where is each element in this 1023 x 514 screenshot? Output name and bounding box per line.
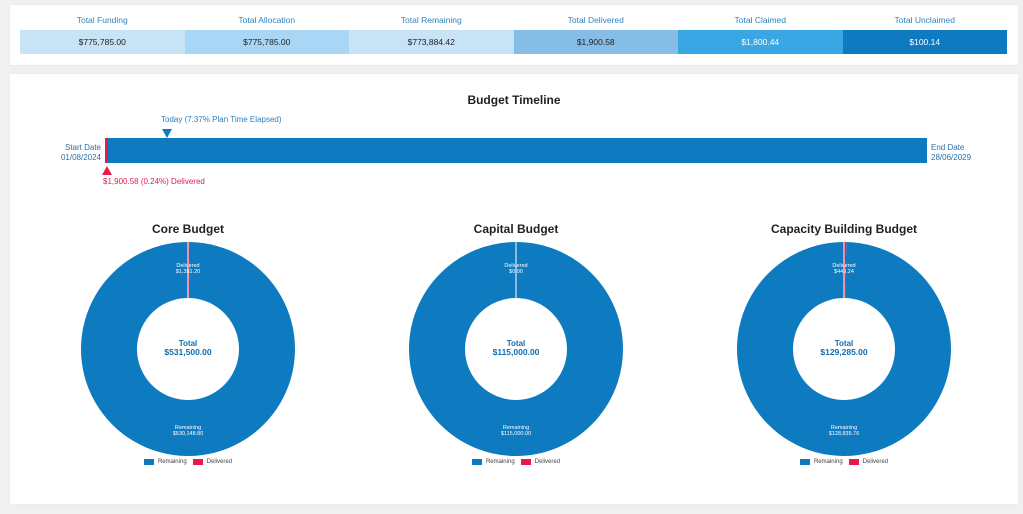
donut-panel: Core Budget Delivered $1,351.20 Remaining $5… [68, 219, 308, 479]
legend-item[interactable]: Delivered [520, 459, 561, 465]
legend-item[interactable]: Remaining [471, 459, 515, 465]
end-date-label: End Date [931, 143, 965, 152]
donut-value-remaining: $128,835.76 [829, 431, 860, 437]
today-marker-icon [162, 129, 172, 138]
legend-swatch [799, 459, 810, 465]
summary-value: $1,800.44 [678, 30, 843, 54]
donut-chart: Delivered$449.24 Remaining$128,835.76 Tota… [737, 242, 951, 456]
donut-total-label: Total [835, 339, 854, 348]
budget-card: Budget Timeline Today (7.37% Plan Time E… [10, 74, 1018, 504]
legend-swatch [848, 459, 859, 465]
start-date-value: 01/08/2024 [60, 153, 101, 162]
donut-total-value: $115,000.00 [493, 347, 540, 357]
summary-value: $775,785.00 [20, 30, 185, 54]
legend-item[interactable]: Delivered [848, 459, 889, 465]
summary-label: Total Funding [76, 15, 128, 25]
legend-swatch [520, 459, 531, 465]
donut-value-delivered: $0.00 [509, 269, 523, 275]
legend-item[interactable]: Remaining [799, 459, 843, 465]
donut-slice-remaining [81, 242, 295, 456]
summary-cell: Total Claimed $1,800.44 [678, 5, 843, 65]
donut-title: Core Budget [152, 222, 224, 236]
donut-value-remaining: $530,148.80 [173, 431, 204, 437]
legend-swatch [471, 459, 482, 465]
donut-label-delivered: Delivered [176, 263, 199, 269]
donut-total-value: $129,285.00 [820, 347, 868, 357]
donut-title: Capacity Building Budget [770, 222, 917, 236]
end-date-value: 28/06/2029 [931, 153, 972, 162]
summary-label: Total Delivered [567, 15, 624, 25]
legend-label: Delivered [862, 459, 889, 465]
timeline-title: Budget Timeline [467, 93, 561, 107]
donut-panel: Capacity Building Budget Delivered $449.24… [724, 219, 964, 479]
delivered-marker-icon [102, 166, 112, 175]
timeline-end: End Date 28/06/2029 [931, 143, 971, 163]
summary-cell: Total Remaining $773,884.42 [349, 5, 514, 65]
summary-value: $773,884.42 [349, 30, 514, 54]
donut-chart: Delivered$1,351.20 Remaining$530,148.80 To… [81, 242, 295, 456]
donut-legend[interactable]: Remaining Delivered [396, 459, 636, 467]
timeline-delivered-segment [105, 138, 108, 163]
today-label: Today (7.37% Plan Time Elapsed) [161, 115, 282, 124]
summary-cell: Total Funding $775,785.00 [20, 5, 185, 65]
donut-label-remaining: Remaining [175, 425, 201, 431]
summary-value: $1,900.58 [513, 30, 678, 54]
summary-cell: Total Allocation $775,785.00 [184, 5, 349, 65]
donut-label-remaining: Remaining [831, 425, 857, 431]
donut-legend[interactable]: Remaining Delivered [68, 459, 308, 467]
summary-label: Total Remaining [400, 15, 462, 25]
delivered-label: $1,900.58 (0.24%) Delivered [103, 177, 205, 186]
legend-swatch [192, 459, 203, 465]
donut-chart: Delivered$0.00Remaining$115,000.00Total$… [409, 242, 623, 456]
legend-label: Remaining [157, 459, 187, 465]
summary-value: $775,785.00 [184, 30, 349, 54]
legend-swatch [143, 459, 154, 465]
timeline-start: Start Date 01/08/2024 [61, 143, 101, 163]
donut-title: Capital Budget [473, 222, 559, 236]
donut-slice-remaining [737, 242, 951, 456]
summary-value: $100.14 [842, 30, 1007, 54]
legend-item[interactable]: Remaining [143, 459, 187, 465]
summary-label: Total Claimed [734, 15, 787, 25]
summary-cell: Total Delivered $1,900.58 [513, 5, 678, 65]
legend-label: Remaining [485, 459, 515, 465]
legend-label: Remaining [813, 459, 843, 465]
donut-slice-delivered [844, 242, 847, 299]
donut-label-delivered: Delivered [832, 263, 855, 269]
donut-value-delivered: $449.24 [834, 269, 854, 275]
summary-strip: Total Funding $775,785.00 Total Allocation… [20, 5, 1007, 65]
donut-value-delivered: $1,351.20 [176, 269, 200, 275]
donut-panel: Capital Budget Delivered $0.00 Remaining $11… [396, 219, 636, 479]
legend-label: Delivered [206, 459, 233, 465]
donut-total-value: $531,500.00 [164, 347, 212, 357]
donut-legend[interactable]: Remaining Delivered [724, 459, 964, 467]
donut-value-remaining: $115,000.00 [501, 431, 531, 437]
summary-label: Total Allocation [238, 15, 296, 25]
summary-card: Total Funding $775,785.00 Total Allocation… [10, 5, 1018, 65]
donut-label-delivered: Delivered [504, 263, 527, 269]
summary-cell: Total Unclaimed $100.14 [842, 5, 1007, 65]
legend-label: Delivered [534, 459, 561, 465]
donut-label-remaining: Remaining [503, 425, 529, 431]
donut-total-label: Total [179, 339, 198, 348]
legend-item[interactable]: Delivered [192, 459, 233, 465]
start-date-label: Start Date [64, 143, 101, 152]
timeline-bar [105, 138, 927, 163]
summary-label: Total Unclaimed [894, 15, 955, 25]
donut-total-label: Total [507, 339, 526, 348]
